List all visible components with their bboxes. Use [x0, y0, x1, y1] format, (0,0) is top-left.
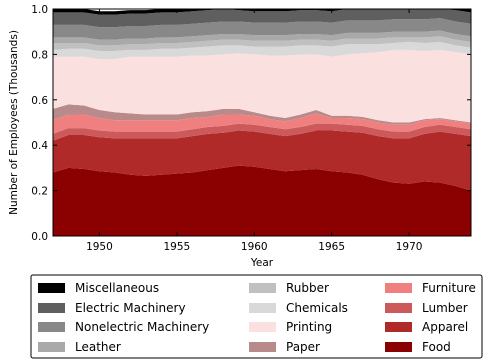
area-apparel — [53, 130, 471, 191]
area-rubber — [53, 36, 471, 51]
x-tick-label: 1970 — [396, 241, 423, 253]
legend-item-chemicals: Chemicals — [249, 301, 348, 315]
legend-swatch — [249, 322, 276, 332]
area-chemicals — [53, 41, 471, 59]
x-tick-label: 1965 — [318, 241, 345, 253]
legend-swatch — [249, 283, 276, 293]
y-tick-label: 0.0 — [31, 231, 48, 243]
legend-item-apparel: Apparel — [385, 320, 468, 334]
legend-label: Food — [422, 340, 451, 354]
legend-item-lumber: Lumber — [385, 301, 468, 315]
legend-box — [30, 274, 483, 359]
legend-swatch — [385, 342, 412, 352]
area-electric-machinery — [53, 9, 471, 28]
legend-swatch — [385, 283, 412, 293]
legend-label: Lumber — [422, 301, 468, 315]
legend-item-paper: Paper — [249, 340, 320, 354]
legend-swatch — [38, 342, 65, 352]
legend: Miscellaneous Rubber Furniture Electric Mac… — [30, 274, 483, 359]
legend-label: Nonelectric Machinery — [75, 320, 209, 334]
legend-label: Leather — [75, 340, 121, 354]
area-printing — [53, 49, 471, 123]
legend-label: Miscellaneous — [75, 281, 159, 295]
legend-swatch — [249, 303, 276, 313]
legend-swatch — [385, 322, 412, 332]
legend-label: Furniture — [422, 281, 476, 295]
legend-label: Paper — [286, 340, 320, 354]
area-paper — [53, 104, 471, 125]
y-tick-label: 1.0 — [31, 4, 48, 16]
legend-item-electric-machinery: Electric Machinery — [38, 301, 186, 315]
legend-label: Electric Machinery — [75, 301, 186, 315]
legend-item-food: Food — [385, 340, 451, 354]
y-axis-label: Number of Employees (Thousands) — [8, 30, 20, 215]
area-leather — [53, 30, 471, 46]
legend-item-printing: Printing — [249, 320, 332, 334]
legend-swatch — [38, 283, 65, 293]
legend-item-leather: Leather — [38, 340, 121, 354]
area-miscellaneous — [53, 9, 471, 15]
x-axis-label: Year — [250, 257, 274, 269]
area-furniture — [53, 113, 471, 134]
plot-frame — [52, 8, 472, 237]
legend-item-rubber: Rubber — [249, 281, 329, 295]
legend-label: Printing — [286, 320, 332, 334]
ticks-layer: 1950 1955 1960 1965 1970 0.0 0.2 0.4 0.6 0.8 1.0 — [31, 4, 471, 253]
y-tick-label: 0.4 — [31, 140, 48, 152]
x-tick-label: 1955 — [163, 241, 190, 253]
y-tick-label: 0.8 — [31, 49, 48, 61]
legend-label: Apparel — [422, 320, 468, 334]
areas-layer — [53, 9, 471, 236]
area-lumber — [53, 123, 471, 141]
x-tick-label: 1950 — [86, 241, 113, 253]
legend-item-furniture: Furniture — [385, 281, 476, 295]
legend-swatch — [249, 342, 276, 352]
legend-swatch — [38, 303, 65, 313]
area-nonelectric-machinery — [53, 18, 471, 40]
legend-label: Rubber — [286, 281, 329, 295]
y-tick-label: 0.6 — [31, 95, 48, 107]
legend-swatch — [38, 322, 65, 332]
legend-item-miscellaneous: Miscellaneous — [38, 281, 159, 295]
area-food — [53, 165, 471, 236]
legend-swatch — [385, 303, 412, 313]
x-tick-label: 1960 — [241, 241, 268, 253]
y-tick-label: 0.2 — [31, 186, 48, 198]
legend-item-nonelectric-machinery: Nonelectric Machinery — [38, 320, 209, 334]
legend-label: Chemicals — [286, 301, 348, 315]
